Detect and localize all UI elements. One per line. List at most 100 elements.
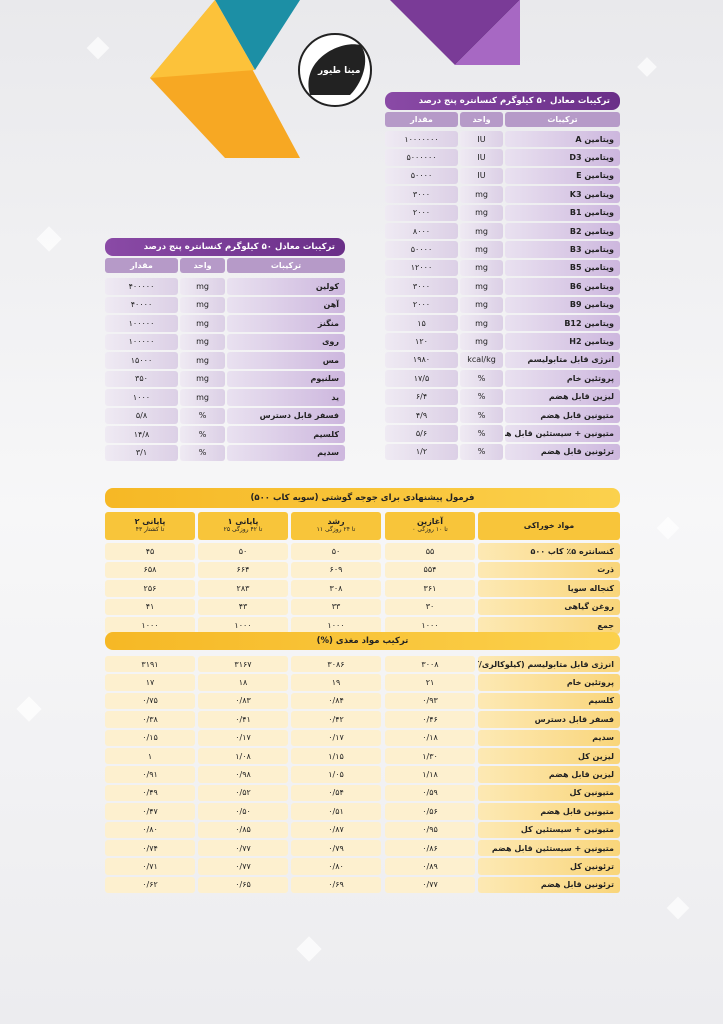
row-label: مس bbox=[227, 352, 345, 369]
cell-value: ۱۰۰۰ bbox=[385, 617, 475, 634]
row-label: ویتامین B6 bbox=[505, 278, 620, 295]
cell-value: ۰/۸۹ bbox=[385, 858, 475, 875]
cell-value: % bbox=[180, 444, 225, 461]
cell-value: ۰/۴۲ bbox=[291, 711, 381, 728]
header-label: رشد bbox=[327, 517, 345, 527]
cell-value: ۱۹ bbox=[291, 674, 381, 691]
cell-value: ۶/۴ bbox=[385, 388, 458, 405]
cell-value: ۳۱۹۱ bbox=[105, 656, 195, 673]
row-label: ویتامین A bbox=[505, 131, 620, 148]
cell-value: IU bbox=[460, 131, 503, 148]
cell-value: ۰/۵۱ bbox=[291, 803, 381, 820]
cell-value: ۰/۹۳ bbox=[385, 692, 475, 710]
header-label: پایانی ۲ bbox=[134, 517, 166, 527]
row-label: ترئونین قابل هضم bbox=[505, 443, 620, 461]
row-label: روغن گیاهی bbox=[478, 598, 620, 615]
row-label: ترئونین کل bbox=[478, 858, 620, 875]
cell-value: ۰/۸۰ bbox=[291, 858, 381, 875]
row-label: آهن bbox=[227, 296, 345, 313]
cell-value: ۱/۲ bbox=[385, 443, 458, 461]
row-label: فسفر قابل دسترس bbox=[227, 407, 345, 424]
cell-value: mg bbox=[460, 186, 503, 203]
cell-value: ۴۱ bbox=[105, 598, 195, 615]
cell-value: ۰/۸۶ bbox=[385, 840, 475, 857]
cell-value: ۱/۱۵ bbox=[291, 748, 381, 765]
cell-value: ۰/۹۸ bbox=[198, 766, 288, 783]
cell-value: % bbox=[460, 370, 503, 387]
cell-value: ۲۰۰۰ bbox=[385, 204, 458, 221]
table-title: ترکیبات معادل ۵۰ کیلوگرم کنسانتره پنج در… bbox=[105, 238, 345, 256]
cell-value: ۰/۷۷ bbox=[385, 876, 475, 894]
header-label: آغازین bbox=[416, 517, 444, 527]
cell-value: ۰/۷۱ bbox=[105, 858, 195, 875]
row-label: ید bbox=[227, 389, 345, 406]
row-label: جمع bbox=[478, 617, 620, 634]
table-header: آغازین ۰ تا ۱۰ روزگی bbox=[385, 512, 475, 540]
row-label: متیونین قابل هضم bbox=[478, 803, 620, 820]
row-label: متیونین + سیستئین قابل هضم bbox=[505, 425, 620, 442]
cell-value: ۰/۷۹ bbox=[291, 840, 381, 857]
row-label: پروتئین خام bbox=[505, 370, 620, 387]
cell-value: ۳۰ bbox=[385, 598, 475, 615]
row-label: ذرت bbox=[478, 561, 620, 578]
cell-value: ۱/۰۸ bbox=[198, 748, 288, 765]
row-label: انرژی قابل متابولیسم bbox=[505, 351, 620, 369]
table-title: ترکیبات معادل ۵۰ کیلوگرم کنسانتره پنج در… bbox=[385, 92, 620, 110]
table-header: واحد bbox=[460, 112, 503, 127]
cell-value: ۰/۵۶ bbox=[385, 803, 475, 820]
row-label: ویتامین B1 bbox=[505, 204, 620, 221]
cell-value: ۱۰۰۰ bbox=[105, 617, 195, 634]
row-label: کنجاله سویا bbox=[478, 580, 620, 597]
table-header: پایانی ۲ ۴۳ تا کشتار bbox=[105, 512, 195, 540]
cell-value: ۰/۶۲ bbox=[105, 876, 195, 894]
row-label: متیونین کل bbox=[478, 784, 620, 802]
cell-value: ۱۸ bbox=[198, 674, 288, 691]
cell-value: ۱/۰۵ bbox=[291, 766, 381, 783]
cell-value: ۱۷/۵ bbox=[385, 370, 458, 387]
cell-value: ۱۰۰۰ bbox=[198, 617, 288, 634]
header-note: ۰ تا ۱۰ روزگی bbox=[412, 526, 448, 534]
cell-value: ۲۵۶ bbox=[105, 580, 195, 597]
table-header: مقدار bbox=[385, 112, 458, 127]
row-label: پروتئین خام bbox=[478, 674, 620, 691]
row-label: کلسیم bbox=[227, 426, 345, 443]
row-label: ویتامین D3 bbox=[505, 149, 620, 166]
cell-value: % bbox=[460, 443, 503, 461]
cell-value: ۲۸۳ bbox=[198, 580, 288, 597]
header-note: ۴۳ تا کشتار bbox=[135, 526, 165, 534]
cell-value: ۰/۷۵ bbox=[105, 692, 195, 710]
cell-value: ۵۰۰۰۰ bbox=[385, 167, 458, 185]
cell-value: ۵۰۰۰۰۰۰ bbox=[385, 149, 458, 166]
cell-value: ۱۰۰۰۰۰ bbox=[105, 315, 178, 332]
cell-value: ۴۵ bbox=[105, 543, 195, 560]
row-label: روی bbox=[227, 333, 345, 350]
cell-value: mg bbox=[180, 370, 225, 387]
cell-value: ۰/۷۷ bbox=[198, 840, 288, 857]
cell-value: % bbox=[460, 388, 503, 405]
cell-value: ۰/۱۷ bbox=[291, 729, 381, 746]
cell-value: ۰/۸۵ bbox=[198, 821, 288, 838]
cell-value: ۳/۱ bbox=[105, 444, 178, 461]
cell-value: ۳۰۰۰ bbox=[385, 278, 458, 295]
table-title: فرمول پیشنهادی برای جوجه گوشتی (سویه کاب… bbox=[105, 488, 620, 508]
row-label: کلسیم bbox=[478, 692, 620, 710]
row-label: سدیم bbox=[478, 729, 620, 746]
cell-value: ۰/۴۹ bbox=[105, 784, 195, 802]
cell-value: ۱۷ bbox=[105, 674, 195, 691]
row-label: ویتامین E bbox=[505, 167, 620, 185]
cell-value: ۳۰۸ bbox=[291, 580, 381, 597]
cell-value: ۰/۵۲ bbox=[198, 784, 288, 802]
cell-value: ۵۵۴ bbox=[385, 561, 475, 578]
cell-value: kcal/kg bbox=[460, 351, 503, 369]
row-label: ویتامین B3 bbox=[505, 241, 620, 258]
cell-value: ۰/۶۵ bbox=[198, 876, 288, 894]
table-header: مواد خوراکی bbox=[478, 512, 620, 540]
cell-value: ۰/۹۵ bbox=[385, 821, 475, 838]
cell-value: ۱۵۰۰۰ bbox=[105, 352, 178, 369]
cell-value: IU bbox=[460, 167, 503, 185]
cell-value: ۰/۵۹ bbox=[385, 784, 475, 802]
row-label: ویتامین K3 bbox=[505, 186, 620, 203]
cell-value: ۳۰۸۶ bbox=[291, 656, 381, 673]
cell-value: ۱ bbox=[105, 748, 195, 765]
